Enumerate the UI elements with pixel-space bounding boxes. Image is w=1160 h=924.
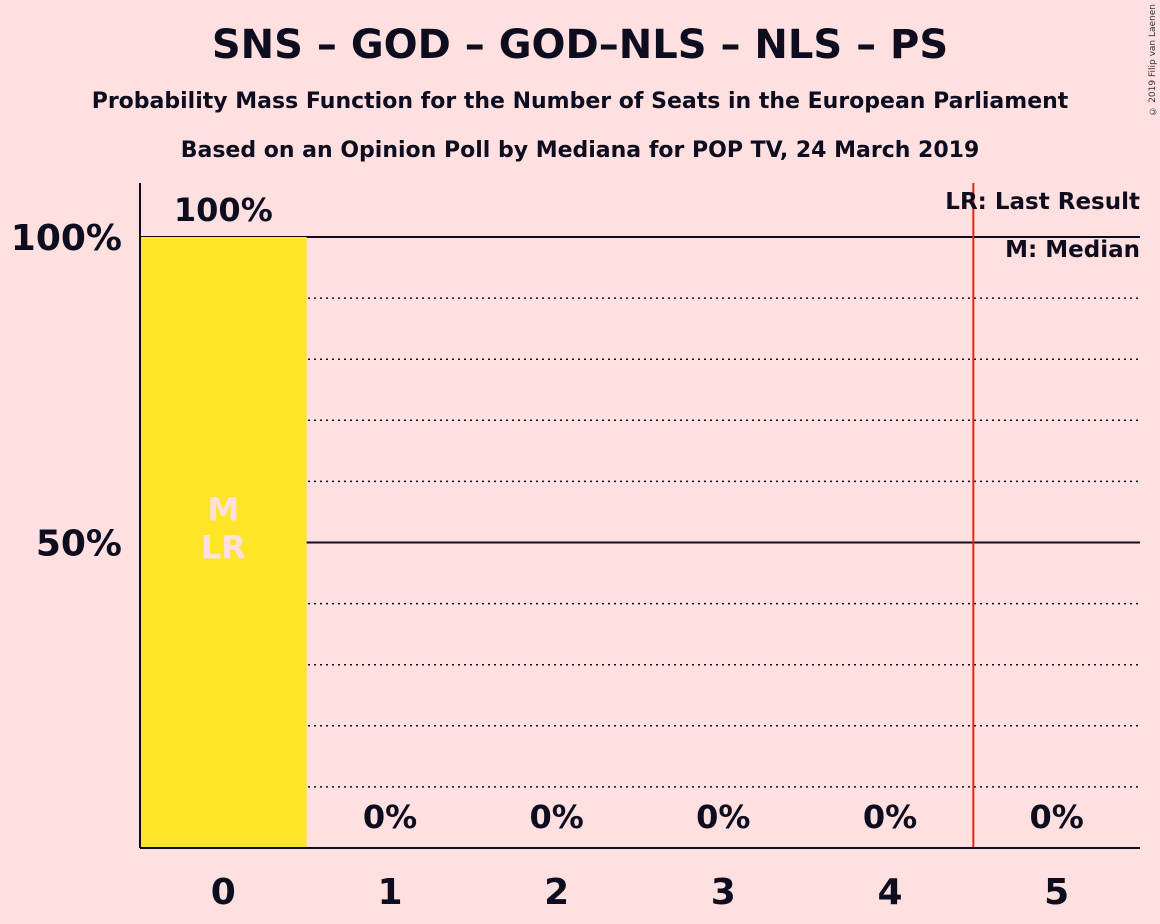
y-tick-labels: 50% 100%: [11, 218, 122, 565]
value-label: 0%: [530, 798, 584, 836]
bar-marker-lr: LR: [201, 529, 246, 567]
x-tick-label: 3: [711, 872, 736, 913]
x-tick-label: 4: [877, 872, 902, 913]
bar-marker-m: M: [207, 491, 239, 529]
legend-last-result: LR: Last Result: [945, 189, 1140, 215]
bars: [140, 237, 307, 848]
chart-title: SNS – GOD – GOD–NLS – NLS – PS: [211, 22, 949, 68]
x-tick-label: 2: [544, 872, 569, 913]
value-label: 0%: [696, 798, 750, 836]
value-label: 0%: [863, 798, 917, 836]
chart-subtitle: Probability Mass Function for the Number…: [91, 89, 1069, 114]
y-tick-label: 100%: [11, 218, 122, 259]
value-labels: 100% 0% 0% 0% 0% 0%: [174, 191, 1084, 836]
value-label: 0%: [363, 798, 417, 836]
bar-0: [140, 237, 307, 848]
value-label: 0%: [1030, 798, 1084, 836]
value-label: 100%: [174, 191, 273, 229]
x-tick-labels: 0 1 2 3 4 5: [211, 872, 1069, 913]
chart-subtitle-source: Based on an Opinion Poll by Mediana for …: [180, 138, 980, 163]
x-tick-label: 5: [1044, 872, 1069, 913]
legend-median: M: Median: [1005, 237, 1140, 263]
x-tick-label: 0: [211, 872, 236, 913]
x-tick-label: 1: [377, 872, 402, 913]
y-tick-label: 50%: [36, 524, 122, 565]
bar-markers: MLR: [201, 491, 246, 567]
